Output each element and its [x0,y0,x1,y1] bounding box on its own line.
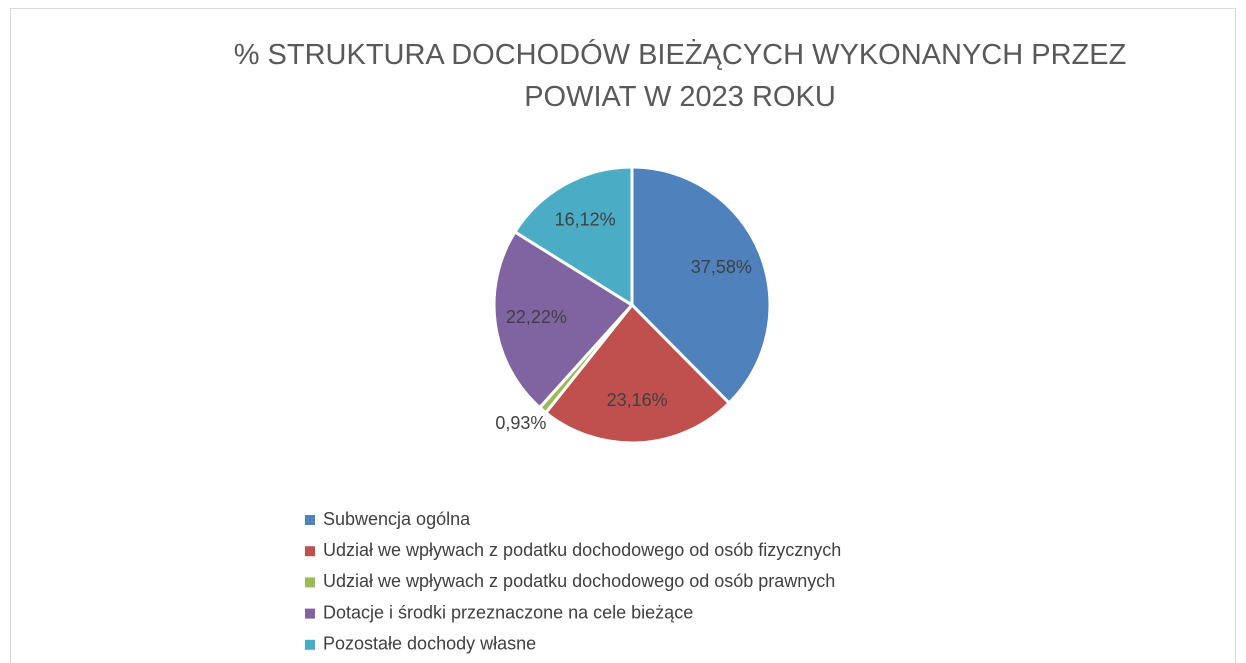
data-label: 16,12% [555,209,616,229]
legend-label: Udział we wpływach z podatku dochodowego… [323,540,841,560]
data-label: 37,58% [691,257,752,277]
data-label: 0,93% [495,413,546,433]
legend-label: Pozostałe dochody własne [323,634,536,654]
chart-title: % STRUKTURA DOCHODÓW BIEŻĄCYCH WYKONANYC… [233,39,1127,113]
legend-swatch [305,608,315,619]
legend-swatch [305,546,315,557]
pie-slice [543,302,732,445]
legend-swatch [305,577,315,588]
data-label: 22,22% [506,307,567,327]
legend-swatch [305,515,315,525]
data-label: 23,16% [607,390,668,410]
chart-frame [10,8,1236,663]
legend-label: Subwencja ogólna [323,509,471,529]
legend-label: Udział we wpływach z podatku dochodowego… [323,571,835,591]
pie-slice [630,165,772,406]
pie-slice [512,165,634,308]
legend-swatch [305,639,315,650]
legend-label: Dotacje i środki przeznaczone na cele bi… [323,602,693,622]
pie-slice [492,229,635,410]
